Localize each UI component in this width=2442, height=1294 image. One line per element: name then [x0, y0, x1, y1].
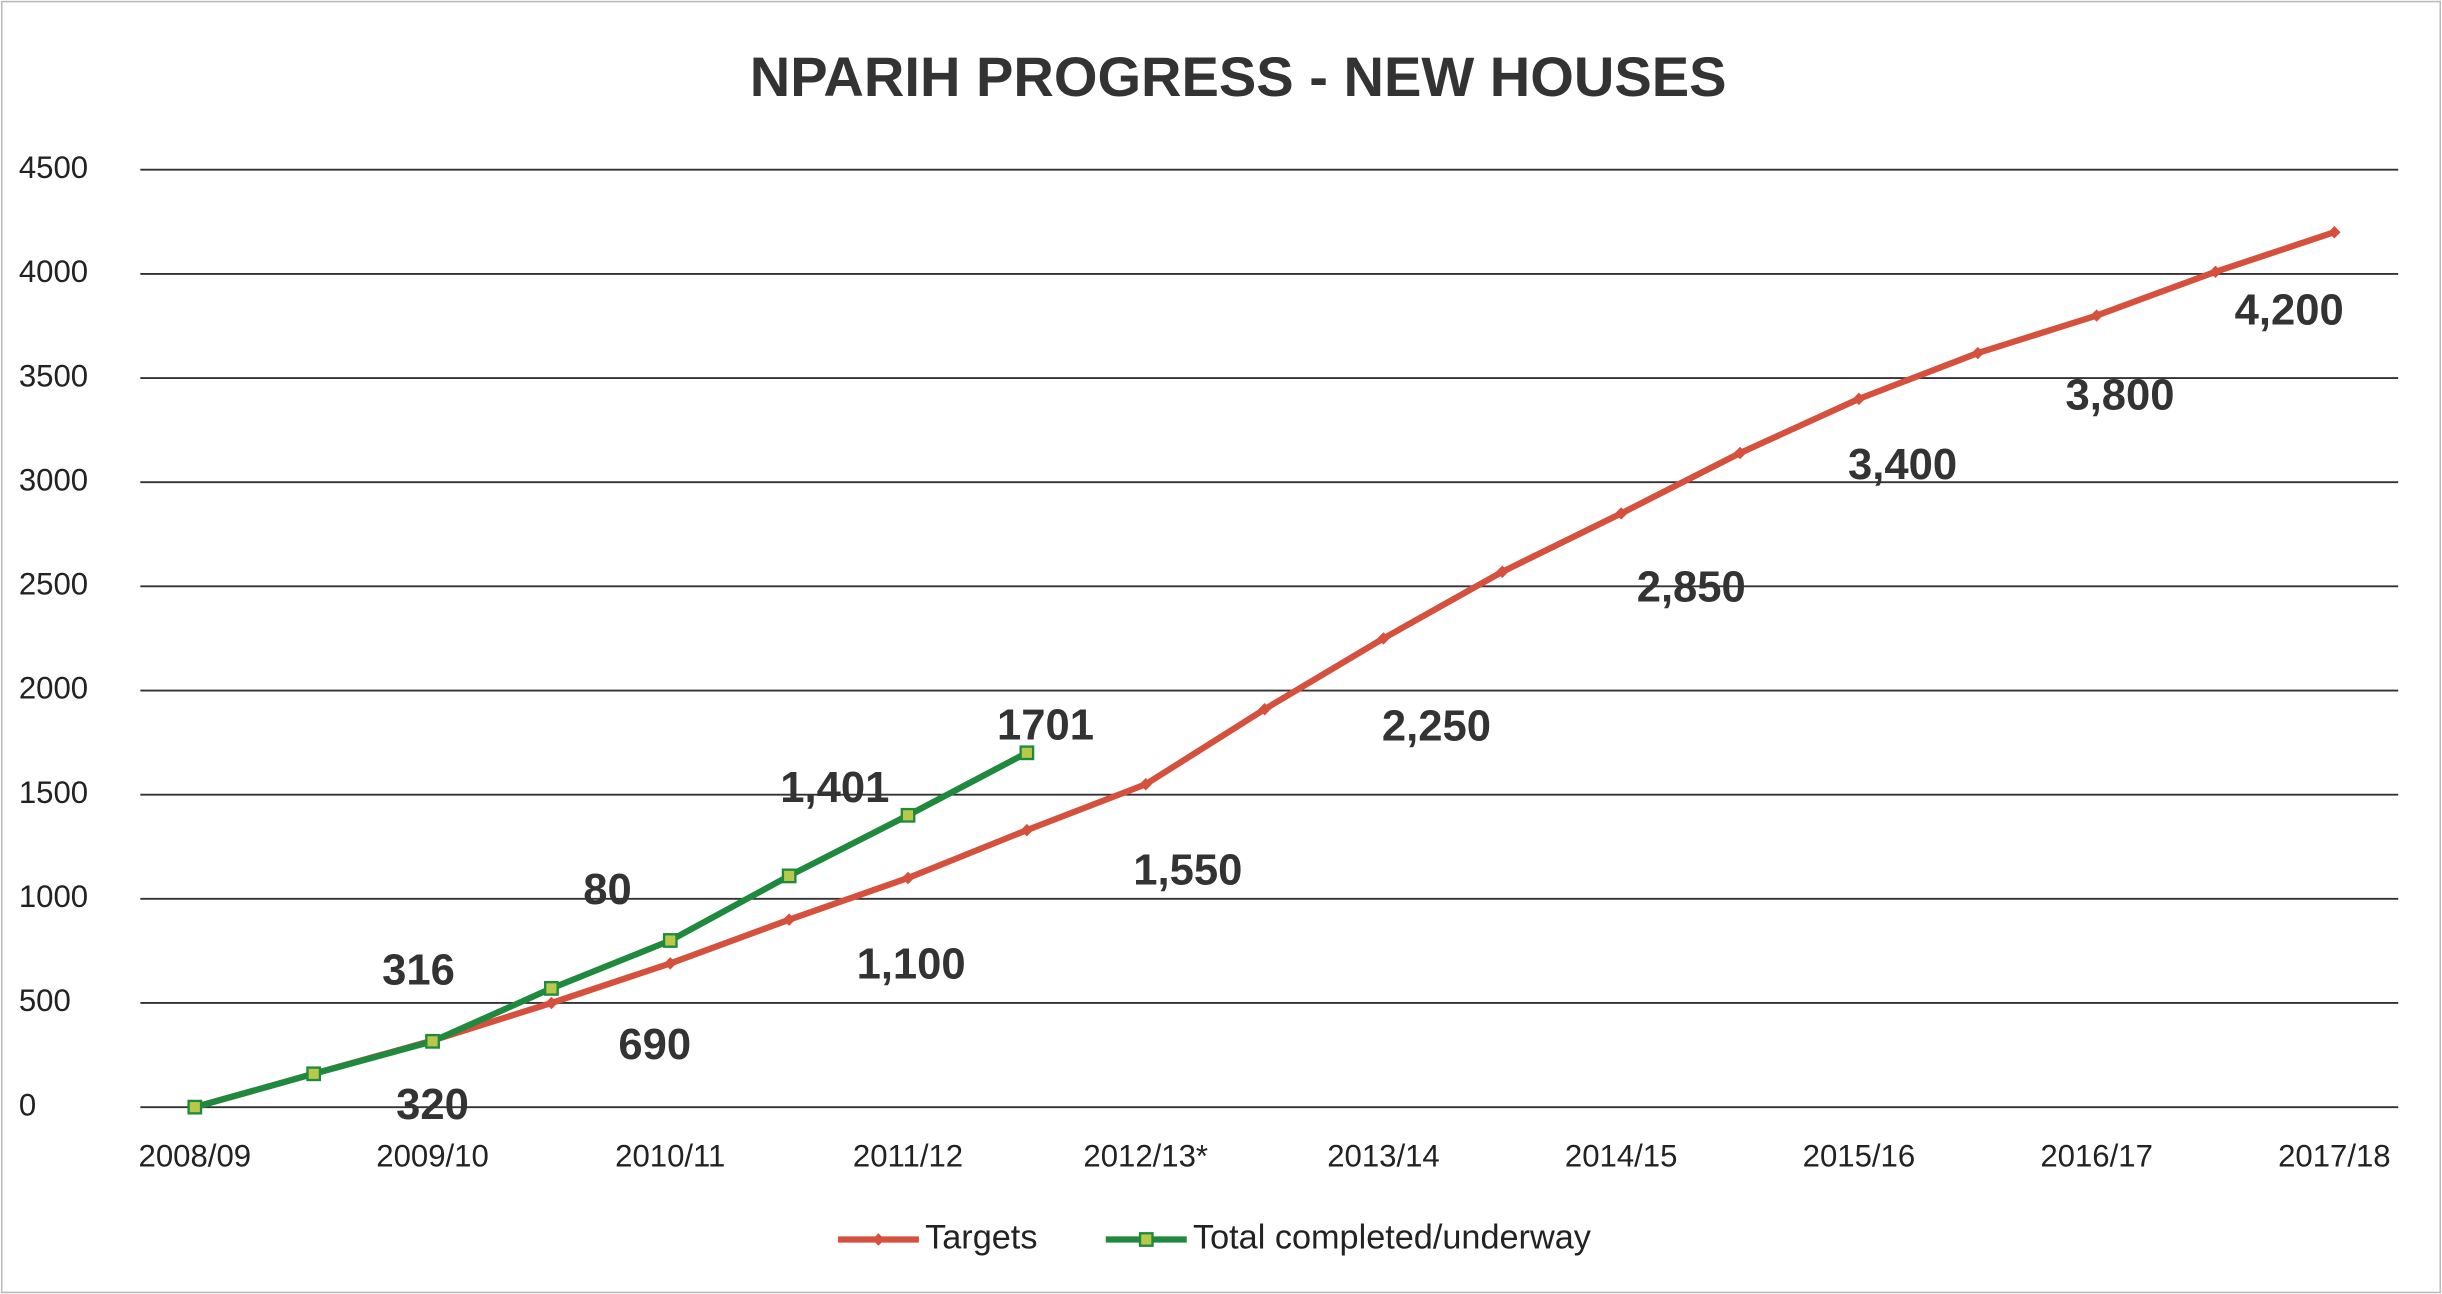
- marker: [1852, 392, 1866, 406]
- x-tick-label: 2011/12: [853, 1139, 963, 1174]
- chart-title: NPARIH PROGRESS - NEW HOUSES: [750, 45, 1727, 108]
- data-label: 316: [382, 946, 455, 994]
- data-label: 4,200: [2235, 287, 2344, 335]
- marker: [1614, 507, 1628, 520]
- data-label: 320: [396, 1081, 469, 1129]
- marker: [781, 868, 797, 884]
- legend-label: Total completed/underway: [1193, 1219, 1592, 1257]
- marker: [2090, 309, 2103, 322]
- marker: [545, 996, 558, 1010]
- x-tick-label: 2009/10: [376, 1139, 489, 1174]
- y-tick-label: 4000: [19, 254, 88, 289]
- marker: [1733, 446, 1747, 460]
- x-tick-label: 2016/17: [2040, 1139, 2153, 1174]
- data-label: 2,850: [1637, 563, 1746, 611]
- data-label: 1701: [997, 701, 1094, 749]
- data-label: 1,100: [857, 940, 966, 988]
- x-tick-label: 2014/15: [1565, 1139, 1678, 1174]
- x-tick-label: 2010/11: [615, 1139, 725, 1174]
- y-tick-label: 500: [19, 983, 71, 1018]
- y-tick-label: 3000: [19, 462, 88, 497]
- series-line: [193, 750, 1029, 1111]
- marker: [1019, 745, 1035, 761]
- marker: [306, 1066, 322, 1082]
- data-label: 2,250: [1382, 702, 1491, 750]
- legend-marker: [1138, 1232, 1154, 1247]
- marker: [1377, 632, 1390, 645]
- y-tick-label: 1000: [19, 879, 88, 914]
- marker: [1020, 823, 1034, 837]
- x-tick-label: 2015/16: [1803, 1139, 1916, 1174]
- y-tick-label: 0: [19, 1087, 36, 1122]
- y-tick-label: 2500: [19, 567, 88, 602]
- y-tick-label: 1500: [19, 775, 88, 810]
- marker: [544, 981, 559, 996]
- marker: [425, 1033, 440, 1049]
- data-label: 690: [618, 1021, 691, 1069]
- x-tick-label: 2017/18: [2278, 1139, 2391, 1174]
- marker: [662, 933, 678, 948]
- marker: [901, 871, 915, 885]
- data-label: 1,550: [1133, 847, 1242, 895]
- marker: [664, 957, 677, 970]
- x-tick-label: 2008/09: [139, 1139, 252, 1174]
- data-label: 1,401: [780, 764, 889, 812]
- marker: [900, 807, 916, 823]
- marker: [1496, 565, 1509, 579]
- y-tick-label: 3500: [19, 358, 88, 393]
- marker: [1971, 346, 1985, 360]
- data-label: 3,800: [2065, 372, 2174, 420]
- marker: [1139, 778, 1152, 791]
- data-label: 3,400: [1848, 441, 1957, 489]
- y-tick-label: 4500: [19, 150, 88, 185]
- marker: [187, 1099, 203, 1115]
- x-tick-label: 2012/13*: [1083, 1139, 1208, 1174]
- y-tick-label: 2000: [19, 671, 88, 706]
- marker: [782, 913, 796, 926]
- x-tick-label: 2013/14: [1327, 1139, 1440, 1174]
- annotation: 80: [583, 866, 632, 914]
- legend-label: Targets: [925, 1219, 1037, 1257]
